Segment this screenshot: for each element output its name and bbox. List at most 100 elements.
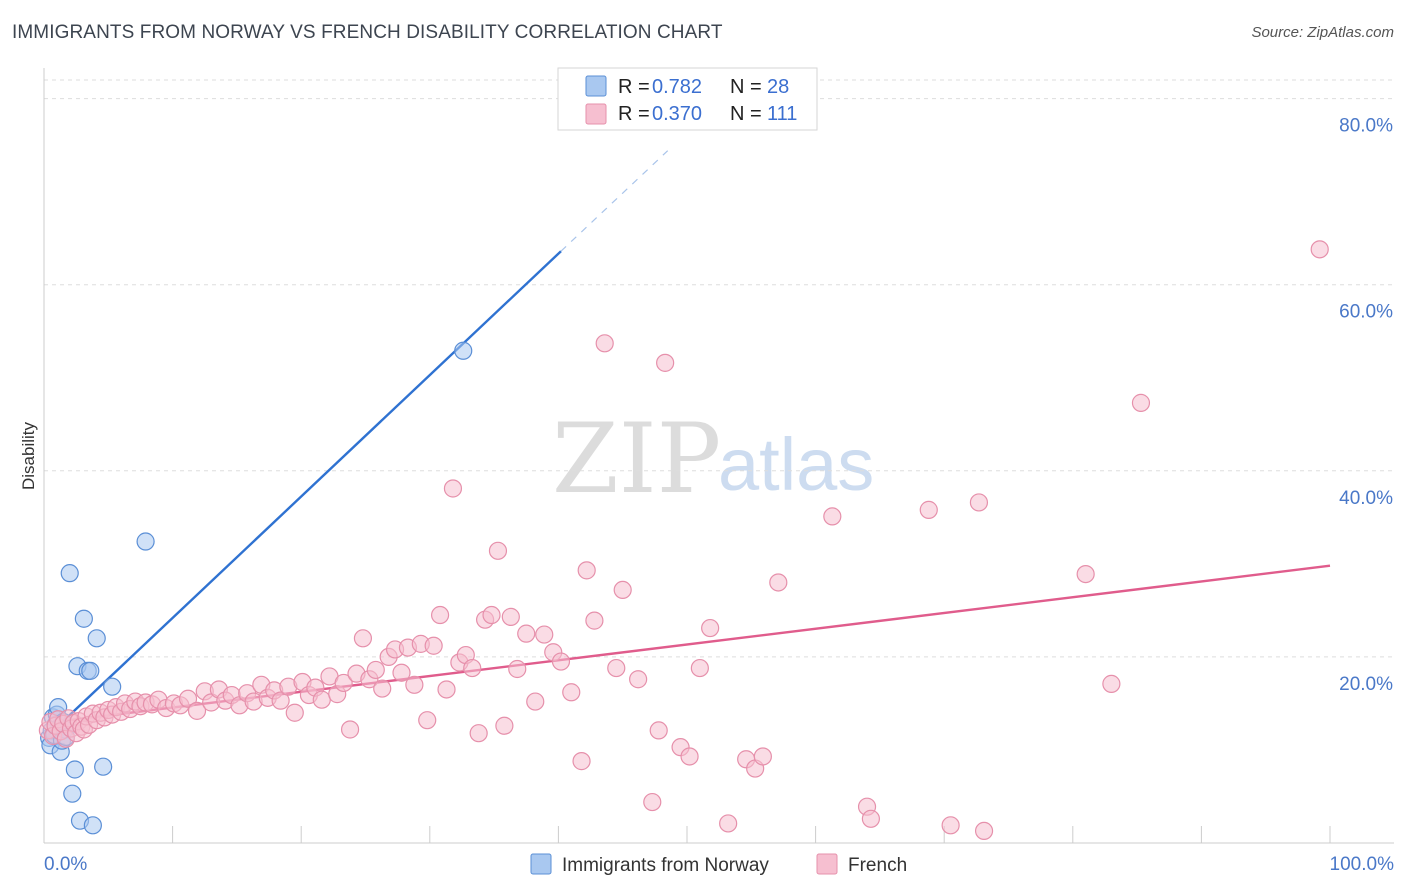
french-point-60 — [353, 629, 373, 648]
french-point-93 — [585, 611, 604, 630]
norway-point-15 — [63, 784, 82, 803]
french-point-113 — [919, 500, 938, 519]
norway-point-22 — [83, 816, 102, 835]
french-point-108 — [753, 747, 772, 766]
series-legend: Immigrants from Norway French — [530, 853, 907, 876]
french-point-66 — [392, 663, 411, 682]
norway-point-27 — [454, 341, 473, 360]
french-point-100 — [656, 353, 675, 372]
french-point-77 — [463, 658, 482, 678]
french-point-92 — [577, 561, 596, 580]
french-point-58 — [340, 720, 360, 739]
legend-swatch-blue — [585, 75, 607, 97]
french-point-71 — [424, 636, 443, 655]
french-point-48 — [271, 691, 290, 710]
x-tick-label-min: 0.0% — [44, 854, 87, 875]
french-point-97 — [629, 670, 648, 689]
french-point-116 — [974, 821, 994, 841]
norway-trend-extension — [560, 150, 669, 252]
legend-n-value-blue: 28 — [767, 76, 789, 98]
french-point-98 — [643, 792, 662, 812]
data-points — [38, 240, 1329, 841]
y-tick-label-60: 60.0% — [1339, 302, 1393, 323]
legend-swatch-pink — [585, 103, 607, 125]
french-point-72 — [430, 605, 450, 625]
legend-r-label-blue: R = — [618, 76, 650, 98]
french-point-102 — [680, 747, 699, 766]
french-point-114 — [941, 816, 960, 835]
norway-point-23 — [87, 629, 106, 648]
french-point-110 — [823, 507, 842, 526]
french-point-109 — [769, 573, 788, 592]
legend-n-label-blue: N = — [730, 76, 762, 98]
y-tick-label-20: 20.0% — [1339, 674, 1393, 695]
source-credit: Source: ZipAtlas.com — [1251, 24, 1394, 41]
french-point-83 — [501, 607, 520, 626]
chart-title: IMMIGRANTS FROM NORWAY VS FRENCH DISABIL… — [12, 22, 723, 43]
french-point-36 — [187, 701, 207, 720]
norway-point-26 — [136, 532, 155, 551]
french-point-82 — [495, 716, 514, 735]
legend-r-value-pink: 0.370 — [652, 103, 702, 125]
grid — [44, 79, 1394, 658]
french-point-87 — [535, 625, 554, 644]
french-point-95 — [607, 658, 626, 678]
x-tick-label-max: 100.0% — [1330, 854, 1395, 875]
legend-n-value-pink: 111 — [767, 103, 797, 125]
french-point-89 — [551, 652, 571, 671]
norway-point-24 — [94, 757, 113, 776]
french-point-68 — [405, 675, 424, 694]
legend-n-label-pink: N = — [730, 103, 762, 125]
french-point-57 — [334, 673, 353, 693]
french-point-99 — [649, 721, 668, 740]
norway-trend-line — [45, 250, 562, 738]
watermark-zip: ZIP — [552, 403, 721, 515]
french-point-96 — [613, 580, 632, 600]
norway-point-19 — [74, 609, 93, 628]
french-point-62 — [366, 660, 385, 680]
french-point-70 — [418, 711, 437, 730]
french-point-112 — [861, 809, 880, 828]
french-point-84 — [508, 659, 527, 679]
legend-r-value-blue: 0.782 — [652, 76, 702, 98]
french-point-104 — [701, 618, 720, 638]
bottom-legend-label-norway: Immigrants from Norway — [562, 855, 769, 876]
french-point-63 — [373, 679, 392, 698]
y-axis-label: Disability — [19, 421, 38, 490]
french-point-35 — [178, 689, 198, 708]
french-point-115 — [969, 493, 989, 512]
french-point-74 — [443, 479, 463, 498]
axes — [43, 68, 1394, 844]
french-point-86 — [526, 692, 545, 711]
french-point-85 — [517, 624, 536, 643]
french-point-80 — [482, 605, 501, 625]
french-point-120 — [1310, 240, 1329, 259]
legend-r-label-pink: R = — [618, 103, 650, 125]
y-tick-label-80: 80.0% — [1339, 116, 1393, 137]
y-tick-label-40: 40.0% — [1339, 488, 1393, 509]
french-point-54 — [312, 690, 331, 709]
bottom-legend-swatch-french — [816, 853, 838, 875]
french-point-50 — [285, 703, 304, 722]
french-point-117 — [1076, 564, 1095, 584]
norway-point-25 — [103, 677, 122, 696]
french-point-94 — [595, 334, 614, 353]
french-point-119 — [1131, 393, 1151, 412]
bottom-legend-swatch-norway — [530, 853, 552, 875]
norway-point-21 — [81, 661, 100, 680]
bottom-legend-label-french: French — [848, 855, 907, 876]
french-point-105 — [719, 814, 738, 833]
y-tick-labels: 20.0% 40.0% 60.0% 80.0% — [1339, 116, 1393, 695]
french-point-103 — [690, 658, 709, 678]
french-point-91 — [572, 752, 591, 771]
french-point-118 — [1102, 674, 1121, 693]
french-point-90 — [562, 683, 581, 702]
french-point-78 — [469, 724, 488, 743]
french-point-73 — [437, 680, 456, 699]
french-point-81 — [488, 541, 508, 560]
watermark-atlas: atlas — [718, 423, 874, 506]
correlation-legend: R = 0.782 N = 28 R = 0.370 N = 111 — [557, 67, 818, 131]
norway-point-14 — [60, 564, 79, 583]
norway-point-16 — [65, 760, 84, 779]
